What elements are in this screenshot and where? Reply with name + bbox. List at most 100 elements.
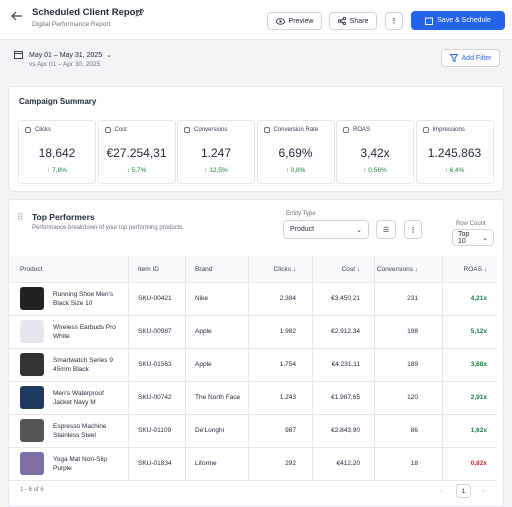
- cell: SKU-00742: [138, 394, 172, 401]
- table-header: [9, 256, 497, 282]
- summary-title: Campaign Summary: [19, 97, 97, 106]
- entity-label: Entity Type: [286, 211, 316, 217]
- kpi-change: ↑ 0,56%: [363, 167, 387, 174]
- product-image: [20, 353, 44, 376]
- cell: 292: [285, 460, 296, 467]
- kpi-icon: [343, 127, 349, 133]
- more-button[interactable]: ⋮: [385, 12, 403, 30]
- back-button[interactable]: [11, 11, 23, 21]
- kpi-label: Cost: [114, 127, 127, 133]
- row-divider: [9, 480, 497, 481]
- column-header[interactable]: Brand: [195, 266, 213, 273]
- page-button[interactable]: 1: [456, 484, 471, 498]
- kpi-card: Impressions 1.245.863 ↑ 6,4%: [415, 120, 494, 184]
- kpi-card: Cost €27.254,31 ↓ 5,7%: [97, 120, 176, 184]
- pagination-summary: 1 - 6 of 6: [20, 487, 44, 493]
- drag-handle[interactable]: ⠿: [17, 212, 24, 222]
- cell: 1.243: [279, 394, 296, 401]
- top-performers-card: [8, 199, 504, 507]
- add-filter-button[interactable]: Add Filter: [441, 49, 500, 67]
- column-header[interactable]: Conversions ↓: [376, 266, 418, 273]
- kpi-label: ROAS: [353, 127, 371, 133]
- kpi-value: 1.247: [200, 146, 232, 160]
- product-image: [20, 386, 44, 409]
- product-name: Smartwatch Series 9 45mm Black: [53, 357, 113, 373]
- edit-icon[interactable]: [135, 8, 144, 17]
- preview-button[interactable]: Preview: [267, 12, 322, 30]
- cell: 120: [407, 394, 418, 401]
- cell: 1,62x: [470, 427, 487, 434]
- kpi-change: ↑ 0,8%: [285, 167, 306, 174]
- cell: 198: [407, 328, 418, 335]
- cell: The North Face: [195, 394, 241, 401]
- column-header[interactable]: ROAS ↓: [463, 266, 487, 273]
- column-header[interactable]: Cost ↓: [341, 266, 360, 273]
- cell: 18: [410, 460, 418, 467]
- column-header[interactable]: Product: [20, 266, 43, 273]
- kpi-change: ↑ 12,5%: [204, 167, 228, 174]
- cell: 5,12x: [470, 328, 487, 335]
- date-range-label: May 01 – May 31, 2025: [29, 52, 103, 59]
- kpi-change: ↑ 7,8%: [47, 167, 67, 174]
- product-name: Men's Waterproof Jacket Navy M: [53, 390, 104, 406]
- prev-page[interactable]: ‹: [440, 486, 443, 495]
- product-name: Espresso Machine Stainless Steel: [53, 423, 107, 439]
- column-divider: [374, 256, 375, 480]
- column-header[interactable]: Clicks ↓: [273, 266, 296, 273]
- calendar-icon: [14, 51, 23, 59]
- kpi-value: 18,642: [38, 146, 76, 160]
- cell: €1.987,65: [331, 394, 360, 401]
- kpi-value: 1.245.863: [427, 146, 482, 160]
- save-button[interactable]: Save & Schedule: [411, 11, 505, 30]
- cell: 4,21x: [470, 295, 487, 302]
- row-divider: [9, 348, 497, 349]
- kpi-card: ROAS 3,42x ↑ 0,56%: [336, 120, 414, 184]
- row-count-select[interactable]: Top 10 ⌄: [452, 229, 494, 246]
- table-more-button[interactable]: ⋮: [404, 220, 422, 239]
- cell: SKU-01109: [138, 427, 172, 434]
- kpi-value: 6,69%: [278, 146, 313, 160]
- kpi-change: ↑ 6,4%: [444, 167, 465, 174]
- entity-value: Product: [290, 226, 315, 233]
- column-divider: [312, 256, 313, 480]
- cell: SKU-01563: [138, 361, 172, 368]
- kpi-icon: [184, 127, 190, 133]
- cell: 3,68x: [470, 361, 487, 368]
- row-divider: [9, 414, 497, 415]
- row-count-label: Row Count: [456, 221, 486, 227]
- share-button[interactable]: Share: [329, 12, 377, 30]
- share-label: Share: [349, 17, 369, 25]
- save-label: Save & Schedule: [437, 17, 491, 24]
- cell: Apple: [195, 361, 212, 368]
- kpi-label: Conversions: [194, 127, 228, 133]
- cell: Liforme: [195, 460, 217, 467]
- report-title: Scheduled Client Report: [32, 7, 143, 18]
- top-title: Top Performers: [32, 212, 95, 222]
- column-header[interactable]: Item ID: [138, 266, 159, 273]
- row-count-value: Top 10: [458, 230, 470, 245]
- next-page[interactable]: ›: [482, 486, 485, 495]
- kpi-change: ↓ 5,7%: [126, 167, 147, 174]
- cell: 231: [407, 295, 418, 302]
- row-divider: [9, 315, 497, 316]
- cell: 987: [285, 427, 296, 434]
- entity-select[interactable]: Product ⌄: [283, 220, 369, 239]
- cell: SKU-00421: [138, 295, 172, 302]
- columns-button[interactable]: ☰: [376, 220, 396, 239]
- row-divider: [9, 447, 497, 448]
- cell: SKU-01834: [138, 460, 172, 467]
- page-number: 1: [461, 487, 466, 495]
- add-filter-label: Add Filter: [461, 54, 492, 62]
- column-divider: [128, 256, 129, 480]
- kpi-label: Impressions: [432, 127, 465, 133]
- row-divider: [9, 381, 497, 382]
- date-range[interactable]: May 01 – May 31, 2025 ⌄: [29, 52, 112, 59]
- cell: Apple: [195, 328, 212, 335]
- product-image: [20, 419, 44, 442]
- column-divider: [442, 256, 443, 480]
- preview-label: Preview: [288, 17, 314, 25]
- product-name: Wireless Earbuds Pro White: [53, 324, 116, 340]
- cell: €4.231,11: [331, 361, 360, 368]
- cell: 189: [407, 361, 418, 368]
